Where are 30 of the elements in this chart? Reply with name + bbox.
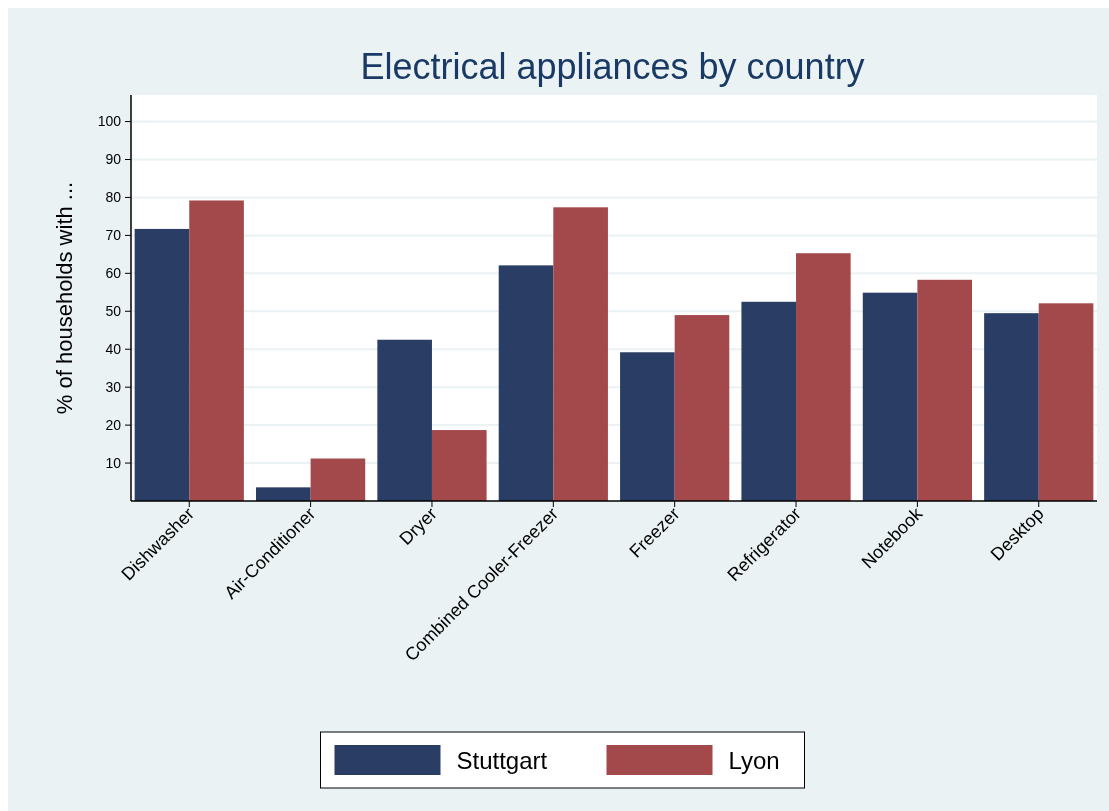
y-tick-label: 60 xyxy=(105,265,122,282)
bar xyxy=(431,430,487,501)
y-tick-label: 80 xyxy=(105,189,122,206)
bar xyxy=(134,228,190,501)
y-tick-label: 70 xyxy=(105,227,122,244)
bar xyxy=(741,301,797,501)
bar xyxy=(620,352,675,501)
y-tick-label: 20 xyxy=(105,417,122,434)
y-tick-label: 50 xyxy=(105,303,122,320)
bar xyxy=(377,339,432,501)
bar xyxy=(862,292,918,501)
bar xyxy=(674,315,730,501)
y-tick-label: 10 xyxy=(105,454,122,471)
y-tick-label: 40 xyxy=(105,341,122,358)
y-tick-label: 30 xyxy=(105,379,122,396)
bar xyxy=(796,253,851,501)
legend-label: Stuttgart xyxy=(456,747,548,774)
legend-label: Lyon xyxy=(728,747,780,774)
y-tick-label: 90 xyxy=(105,151,122,168)
chart-title: Electrical appliances by country xyxy=(360,46,865,87)
bar xyxy=(1038,303,1094,501)
bar xyxy=(917,279,972,501)
y-axis-title: % of households with ... xyxy=(52,181,77,415)
y-tick-label: 100 xyxy=(97,113,122,130)
bar xyxy=(498,265,554,501)
bar xyxy=(553,207,608,501)
bar xyxy=(310,458,366,501)
bar xyxy=(984,313,1039,501)
bar xyxy=(256,487,311,501)
bar xyxy=(189,200,244,501)
